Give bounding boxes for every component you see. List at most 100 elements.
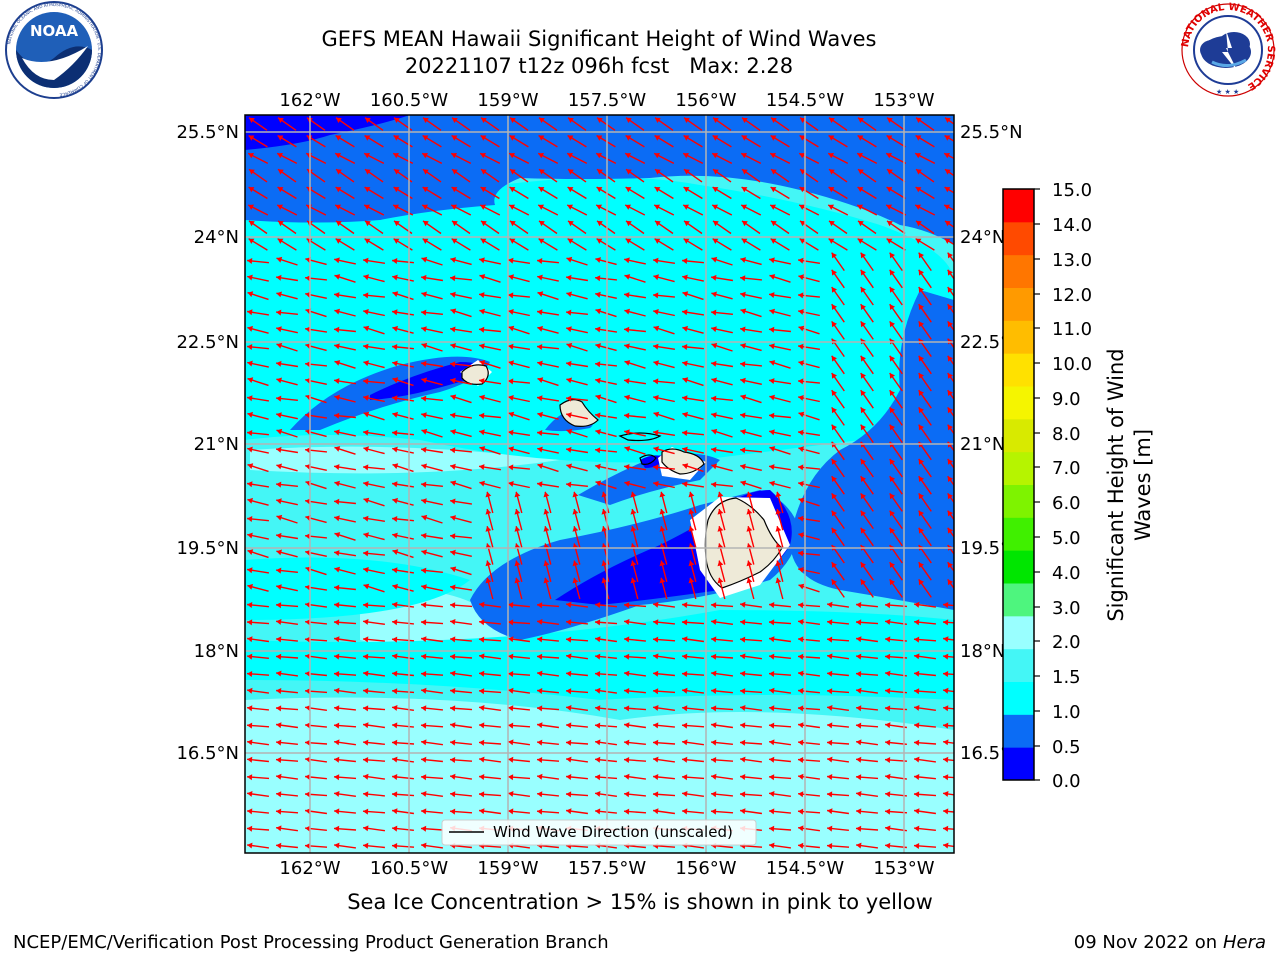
wind-wave-arrowhead [945, 169, 951, 175]
wind-wave-arrowhead [947, 304, 953, 310]
wind-wave-arrowhead [508, 722, 514, 729]
svg-text:★ ★ ★: ★ ★ ★ [1216, 88, 1239, 96]
wind-wave-arrowhead [827, 722, 833, 729]
wind-wave-arrowhead [421, 756, 427, 763]
wind-wave-arrowhead [334, 308, 340, 315]
wind-wave-arrowhead [247, 636, 253, 643]
wind-wave-arrowhead [537, 653, 543, 660]
wind-wave-arrowhead [305, 275, 311, 282]
wind-wave-arrowhead [305, 498, 311, 505]
wind-wave-arrowhead [653, 395, 659, 401]
wind-wave-arrowhead [508, 705, 514, 712]
wind-wave-arrowhead [392, 825, 398, 832]
wind-wave-arrowhead [276, 291, 282, 298]
wind-wave-arrowhead [889, 373, 895, 379]
wind-wave-arrowhead [421, 705, 427, 712]
wind-wave-arrowhead [421, 498, 427, 505]
wind-wave-arrowhead [653, 739, 659, 746]
wind-wave-arrowhead [595, 412, 601, 419]
wind-wave-arrowhead [334, 774, 340, 781]
wind-wave-arrowhead [740, 619, 746, 626]
wind-wave-arrowhead [595, 687, 601, 694]
wind-wave-arrowhead [566, 774, 572, 780]
wind-wave-arrowhead [392, 291, 399, 297]
wind-wave-arrowhead [508, 292, 514, 299]
wind-wave-arrowhead [537, 619, 543, 625]
wind-wave-arrowhead [717, 491, 724, 498]
wind-wave-arrowhead [856, 687, 862, 694]
wind-wave-arrowhead [885, 757, 891, 763]
wind-wave-arrowhead [798, 739, 804, 746]
wind-wave-arrowhead [711, 360, 717, 367]
wind-wave-arrowhead [943, 653, 949, 660]
wind-wave-arrowhead [537, 344, 543, 350]
wind-wave-arrowhead [856, 705, 862, 712]
wind-wave-arrowhead [479, 360, 486, 366]
wind-wave-arrowhead [943, 602, 949, 608]
wind-wave-arrowhead [653, 705, 659, 711]
wind-wave-arrowhead [364, 187, 371, 193]
wind-wave-arrowhead [566, 463, 572, 470]
wind-wave-arrowhead [334, 412, 340, 419]
wind-wave-arrowhead [537, 481, 543, 488]
wind-wave-arrowhead [886, 238, 893, 244]
wind-wave-arrowhead [392, 601, 398, 608]
wind-wave-arrowhead [423, 117, 429, 123]
wind-wave-arrowhead [247, 583, 253, 590]
wind-wave-arrowhead [450, 326, 456, 333]
wind-wave-arrowhead [566, 705, 572, 711]
wind-wave-arrowhead [653, 360, 659, 367]
wind-wave-arrowhead [858, 117, 864, 123]
band-0p5-1-north [245, 115, 954, 245]
wind-wave-arrowhead [421, 274, 427, 281]
wind-wave-arrowhead [831, 373, 837, 379]
wind-wave-arrowhead [537, 325, 543, 332]
lon-label-top: 153°W [873, 90, 934, 111]
wind-wave-arrowhead [450, 308, 457, 315]
wind-wave-arrowhead [334, 825, 340, 832]
wind-wave-arrowhead [247, 395, 253, 402]
wind-wave-arrowhead [595, 619, 601, 626]
wind-wave-arrowhead [480, 135, 487, 141]
lon-label-top: 154.5°W [766, 90, 845, 111]
wind-wave-arrowhead [566, 653, 572, 660]
wind-wave-arrowhead [682, 291, 689, 297]
wind-wave-arrowhead [856, 653, 862, 660]
wind-wave-arrowhead [479, 705, 485, 711]
wind-wave-arrowhead [740, 739, 746, 746]
colorbar-tick: 9.0 [1052, 389, 1081, 410]
wind-wave-arrowhead [944, 187, 951, 193]
colorbar-tick: 10.0 [1052, 354, 1092, 375]
wind-wave-arrowhead [740, 326, 746, 333]
wind-wave-arrowhead [334, 566, 340, 573]
wind-wave-arrowhead [713, 169, 719, 175]
wind-wave-arrowhead [247, 309, 253, 316]
wind-wave-arrowhead [392, 688, 398, 695]
wind-wave-arrowhead [393, 238, 400, 244]
wind-wave-arrowhead [509, 135, 516, 141]
wind-wave-arrowhead [334, 480, 340, 487]
wind-wave-arrowhead [769, 705, 775, 712]
wind-wave-arrowhead [276, 498, 282, 505]
wind-wave-arrowhead [566, 291, 572, 298]
island-lanai [639, 454, 657, 465]
wind-wave-arrowhead [653, 343, 659, 350]
wind-wave-arrowhead [595, 653, 601, 660]
wind-wave-arrowhead [798, 773, 804, 780]
colorbar-tick: 3.0 [1052, 598, 1081, 619]
wind-wave-arrowhead [827, 601, 833, 608]
wind-wave-arrowhead [479, 808, 485, 815]
wind-wave-arrowhead [742, 117, 748, 123]
wind-wave-arrowhead [885, 825, 891, 832]
wind-wave-arrowhead [947, 510, 953, 517]
wind-wave-arrowhead [683, 238, 690, 244]
wind-wave-arrowhead [831, 476, 837, 482]
wind-wave-arrowhead [799, 238, 806, 244]
wind-wave-arrowhead [769, 343, 775, 350]
wind-wave-arrowhead [655, 220, 661, 227]
wind-wave-arrowhead [626, 220, 632, 227]
wind-wave-arrowhead [688, 526, 695, 532]
wind-wave-arrowhead [278, 117, 284, 123]
wind-wave-arrowhead [450, 688, 456, 694]
